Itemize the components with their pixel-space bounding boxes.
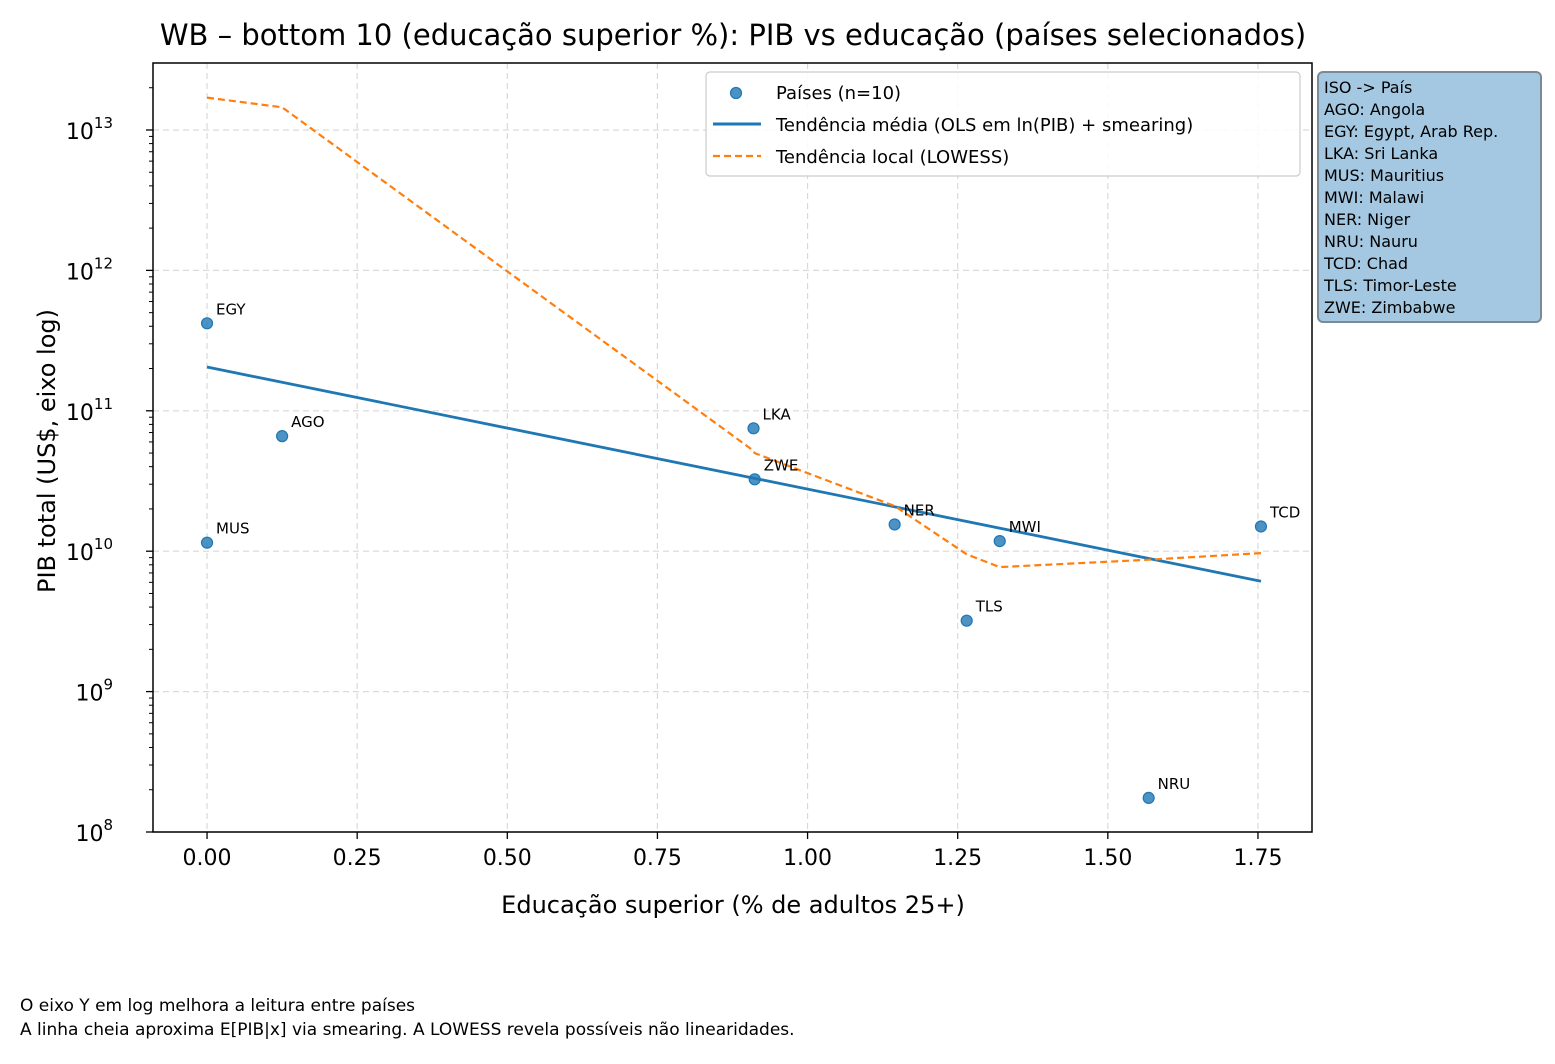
- iso-legend-entry: NER: Niger: [1324, 210, 1411, 229]
- iso-legend-entry: AGO: Angola: [1324, 100, 1425, 119]
- point-label-lka: LKA: [763, 405, 792, 423]
- legend-marker-points: [729, 86, 743, 100]
- y-tick-label: 108: [75, 816, 113, 847]
- y-axis-ticks: 108 109 1010 1011 1012 1013: [66, 114, 153, 847]
- iso-legend-entry: LKA: Sri Lanka: [1324, 144, 1438, 163]
- iso-legend-entry: MWI: Malawi: [1324, 188, 1424, 207]
- x-tick-label: 1.75: [1233, 846, 1282, 871]
- x-tick-label: 0.75: [633, 846, 682, 871]
- chart-title: WB – bottom 10 (educação superior %): PI…: [160, 18, 1306, 52]
- point-mus: [200, 536, 214, 549]
- iso-legend-entry: TLS: Timor-Leste: [1323, 276, 1457, 295]
- iso-legend-entry: MUS: Mauritius: [1324, 166, 1444, 185]
- legend: Países (n=10) Tendência média (OLS em ln…: [705, 71, 1301, 177]
- x-tick-label: 1.50: [1083, 846, 1132, 871]
- y-tick-label: 1012: [66, 254, 113, 285]
- point-zwe: [748, 473, 761, 486]
- x-tick-label: 1.00: [783, 846, 832, 871]
- y-axis-label: PIB total (US$, eixo log): [33, 309, 61, 593]
- x-tick-label: 0.50: [483, 846, 532, 871]
- point-ago: [276, 430, 289, 443]
- y-tick-label: 1010: [66, 535, 113, 566]
- iso-legend-entry: EGY: Egypt, Arab Rep.: [1324, 122, 1498, 141]
- points-layer: EGY AGO MUS LKA ZWE NER MWI TLS NRU TCD: [200, 300, 1300, 804]
- legend-label-ols: Tendência média (OLS em ln(PIB) + smeari…: [775, 115, 1193, 136]
- iso-legend-box: ISO -> País AGO: Angola EGY: Egypt, Arab …: [1317, 71, 1542, 323]
- point-label-ner: NER: [904, 501, 935, 519]
- point-ner: [888, 518, 901, 531]
- legend-frame: [705, 71, 1301, 177]
- ols-trend-line: [206, 365, 1262, 583]
- iso-legend-frame: [1317, 71, 1542, 323]
- point-label-egy: EGY: [216, 300, 246, 318]
- legend-label-points: Países (n=10): [776, 83, 901, 104]
- point-label-mus: MUS: [216, 520, 249, 538]
- x-tick-label: 0.00: [183, 846, 232, 871]
- point-nru: [1142, 791, 1155, 804]
- point-mwi: [993, 535, 1006, 548]
- lowess-trend-line: [206, 96, 1262, 569]
- legend-label-lowess: Tendência local (LOWESS): [775, 147, 1009, 168]
- footnote-2: A linha cheia aproxima E[PIB|x] via smea…: [20, 1020, 795, 1040]
- point-label-tls: TLS: [975, 598, 1003, 616]
- series-layer: [206, 96, 1262, 583]
- iso-legend-header: ISO -> País: [1324, 78, 1412, 97]
- point-label-mwi: MWI: [1009, 518, 1041, 536]
- plot-frame: [152, 62, 1313, 833]
- y-tick-label: 1011: [66, 395, 113, 426]
- y-tick-label: 109: [75, 676, 113, 707]
- x-tick-label: 0.25: [333, 846, 382, 871]
- point-label-tcd: TCD: [1269, 503, 1300, 521]
- x-axis-label: Educação superior (% de adultos 25+): [501, 891, 965, 919]
- point-label-zwe: ZWE: [764, 456, 799, 474]
- point-lka: [747, 422, 760, 435]
- point-label-ago: AGO: [291, 413, 324, 431]
- point-tcd: [1254, 520, 1268, 533]
- grid: [153, 63, 1312, 833]
- x-tick-label: 1.25: [933, 846, 982, 871]
- iso-legend-entry: NRU: Nauru: [1324, 232, 1418, 251]
- iso-legend-entry: TCD: Chad: [1323, 254, 1408, 273]
- footnote-1: O eixo Y em log melhora a leitura entre …: [20, 996, 416, 1016]
- iso-legend-entries: AGO: Angola EGY: Egypt, Arab Rep. LKA: Sri…: [1323, 100, 1498, 317]
- point-egy: [200, 317, 214, 330]
- point-label-nru: NRU: [1158, 775, 1191, 793]
- y-tick-label: 1013: [66, 114, 113, 145]
- iso-legend-entry: ZWE: Zimbabwe: [1324, 298, 1455, 317]
- point-tls: [960, 614, 973, 627]
- x-axis-ticks: 0.00 0.25 0.50 0.75 1.00 1.25 1.50 1.75: [183, 832, 1282, 871]
